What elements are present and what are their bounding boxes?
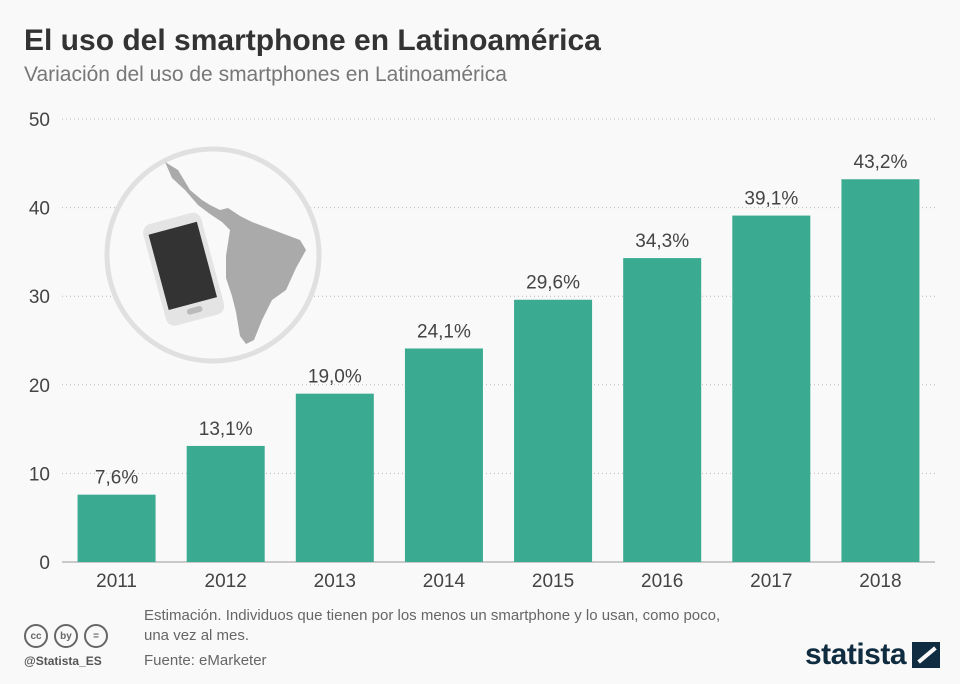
bar	[404, 348, 483, 562]
x-tick-label: 2016	[641, 571, 683, 592]
license-icons: cc by =	[24, 624, 108, 648]
cc-icon: cc	[24, 624, 48, 648]
latin-america-map-icon	[165, 162, 306, 344]
data-label: 29,6%	[526, 273, 580, 294]
data-label: 43,2%	[854, 152, 908, 173]
footnote: Estimación. Individuos que tienen por lo…	[144, 607, 721, 644]
bar	[841, 179, 920, 563]
statista-logo[interactable]: statista	[805, 638, 941, 672]
bar	[295, 393, 374, 562]
data-label: 7,6%	[95, 468, 138, 489]
y-tick-label: 40	[29, 199, 50, 220]
bar	[623, 258, 702, 562]
x-tick-label: 2014	[423, 571, 466, 592]
smartphone-icon	[143, 212, 225, 326]
y-tick-label: 10	[29, 464, 50, 485]
x-tick-label: 2011	[96, 571, 137, 592]
data-label: 13,1%	[199, 419, 253, 440]
data-label: 24,1%	[417, 321, 471, 342]
bar	[732, 215, 811, 562]
data-label: 19,0%	[308, 367, 362, 388]
no-derivatives-icon: =	[84, 624, 108, 648]
bar	[77, 494, 156, 562]
latam-illustration	[104, 146, 322, 364]
source: Fuente: eMarketer	[144, 652, 267, 669]
attribution-icon: by	[54, 624, 78, 648]
chart-title: El uso del smartphone en Latinoamérica	[24, 24, 601, 57]
bar	[186, 445, 265, 562]
y-tick-label: 50	[29, 110, 50, 131]
twitter-handle[interactable]: @Statista_ES	[24, 654, 102, 668]
y-tick-label: 30	[29, 287, 50, 308]
data-label: 34,3%	[635, 231, 689, 252]
bar-chart: 0 10 20 30 40 50 7,6% 2011 13,1% 2012 19,0% 2013 24…	[29, 110, 935, 592]
chart-subtitle: Variación del uso de smartphones en Lati…	[24, 63, 507, 86]
data-label: 39,1%	[744, 189, 798, 210]
statista-logo-icon	[912, 642, 941, 668]
y-tick-label: 20	[29, 376, 50, 397]
y-tick-label: 0	[39, 553, 50, 574]
x-tick-label: 2015	[532, 571, 574, 592]
x-tick-label: 2018	[859, 571, 901, 592]
bar	[514, 299, 593, 562]
x-tick-label: 2013	[314, 571, 356, 592]
x-tick-label: 2012	[205, 571, 247, 592]
x-tick-label: 2017	[750, 571, 792, 592]
